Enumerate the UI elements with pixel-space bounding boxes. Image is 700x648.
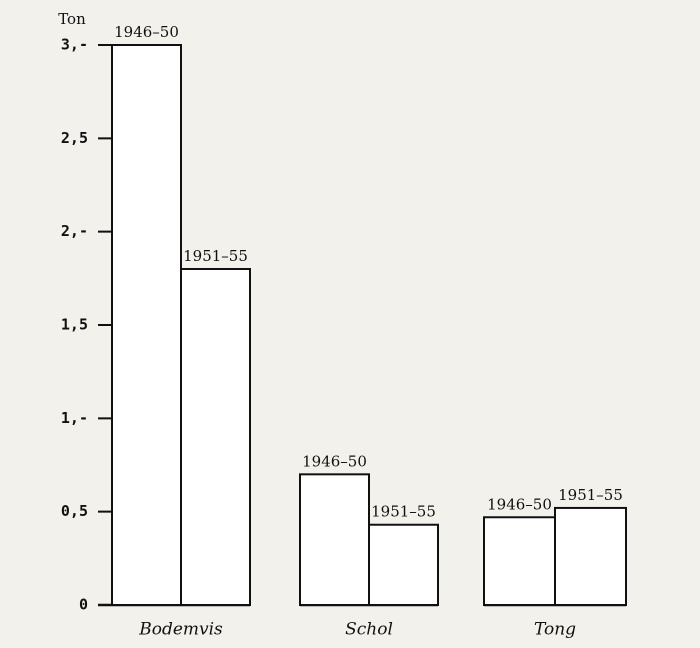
bar xyxy=(483,516,556,606)
bar-label: 1951–55 xyxy=(183,247,248,265)
y-tick-label: 3,- xyxy=(61,36,88,54)
x-tick-label: Bodemvis xyxy=(138,620,223,640)
y-axis-unit: Ton xyxy=(58,10,86,28)
bar-label: 1946–50 xyxy=(114,23,179,41)
x-tick-label: Schol xyxy=(345,620,393,640)
y-tick-label: 0,5 xyxy=(61,502,88,520)
bar xyxy=(554,506,627,606)
y-tick-label: 2,5 xyxy=(61,129,88,147)
y-tick-label: 1,- xyxy=(61,409,88,427)
y-tick-label: 2,- xyxy=(61,222,88,240)
y-tick-label: 0 xyxy=(79,596,88,614)
bar-label: 1946–50 xyxy=(302,452,367,470)
y-tick-label: 1,5 xyxy=(61,316,88,334)
bar xyxy=(111,44,182,606)
bar-label: 1951–55 xyxy=(558,486,623,504)
bar-label: 1951–55 xyxy=(371,503,436,521)
bar xyxy=(299,473,370,607)
x-tick-label: Tong xyxy=(534,620,576,640)
bar xyxy=(180,268,251,606)
bar xyxy=(368,523,439,607)
bar-label: 1946–50 xyxy=(487,495,552,513)
